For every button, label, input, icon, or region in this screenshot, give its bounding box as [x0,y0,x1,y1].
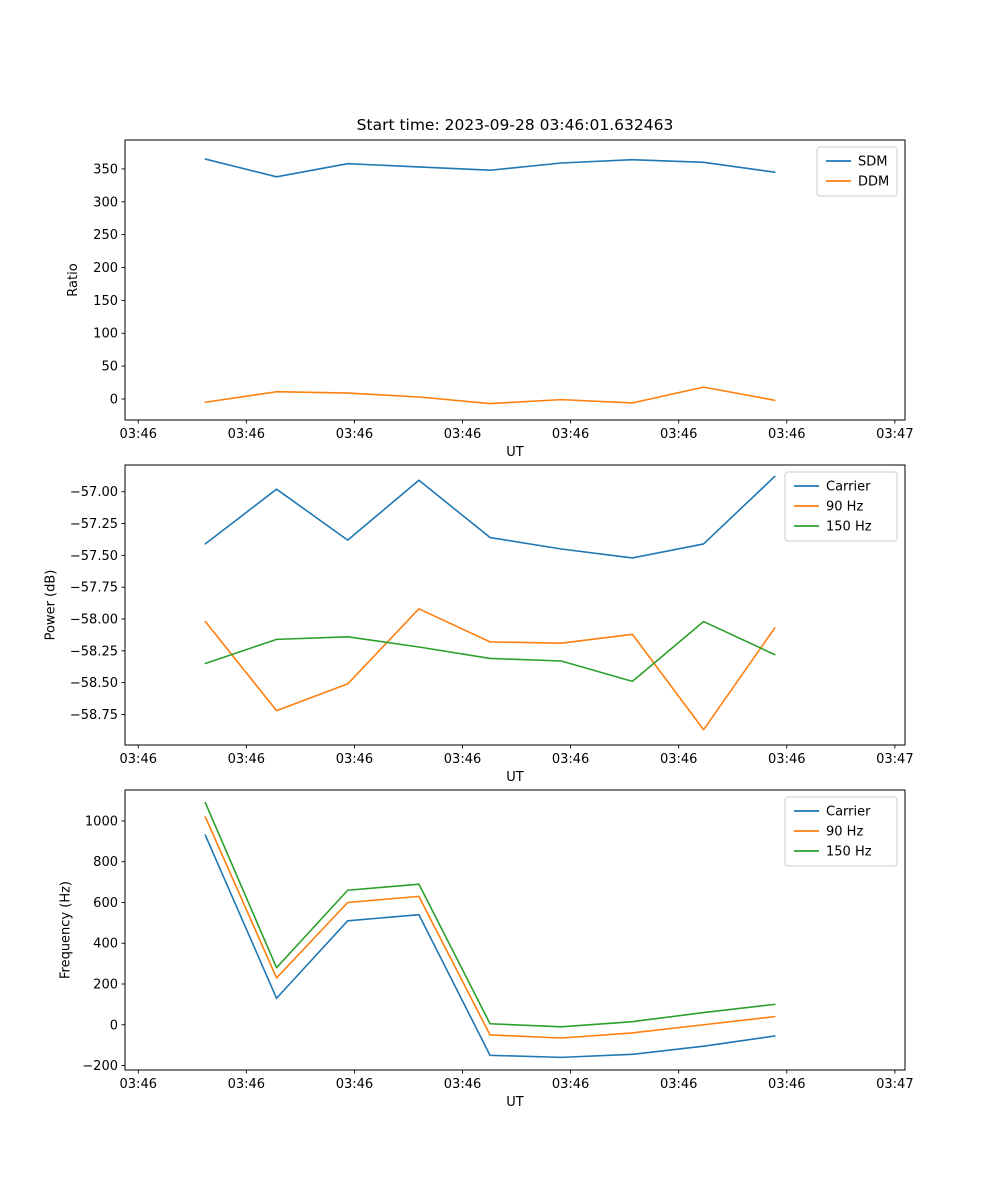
y-tick-label: −57.50 [70,549,118,564]
series-sdm [204,158,776,178]
y-axis-label: Ratio [66,263,81,296]
x-tick-label: 03:46 [552,427,589,442]
y-tick-label: 400 [93,937,118,952]
subplot-2: −58.75 −58.50 −58.25 −58.00 −57.75 −57.50 −57.… [44,464,914,785]
series-150-hz [204,620,776,683]
legend-label: 150 Hz [826,845,872,860]
x-axis-label: UT [506,1095,524,1110]
legend-box [784,796,898,867]
y-tick-label: 800 [93,855,118,870]
x-tick-label: 03:46 [228,1077,265,1092]
y-tick-label: −57.25 [70,517,118,532]
y-tick-label: 0 [110,392,118,407]
legend-box [816,146,898,197]
x-tick-label: 03:46 [660,427,697,442]
x-tick-label: 03:46 [120,1077,157,1092]
x-tick-label: 03:46 [768,752,805,767]
y-tick-label: −58.75 [70,708,118,723]
y-tick-label: 0 [110,1018,118,1033]
x-tick-label: 03:46 [228,427,265,442]
x-tick-label: 03:46 [336,752,373,767]
y-tick-label: −58.50 [70,676,118,691]
y-tick-label: 300 [93,195,118,210]
legend-box [784,471,898,542]
x-axis-label: UT [506,445,524,460]
y-tick-label: 150 [93,294,118,309]
y-tick-label: 600 [93,896,118,911]
series-150-hz [204,801,776,1028]
charts-group: 0 50 100 150 200 250 300 350 03:46 03:46 03:46 03:4… [44,139,914,1110]
legend: Carrier 90 Hz 150 Hz [784,471,898,542]
x-tick-label: 03:46 [444,752,481,767]
y-tick-label: −57.75 [70,581,118,596]
y-tick-label: −58.00 [70,613,118,628]
y-tick-label: −57.00 [70,485,118,500]
x-tick-label: 03:47 [876,752,913,767]
x-tick-label: 03:46 [120,752,157,767]
y-tick-label: −58.25 [70,644,118,659]
x-tick-label: 03:46 [444,1077,481,1092]
x-tick-label: 03:46 [660,1077,697,1092]
x-tick-label: 03:47 [876,1077,913,1092]
y-tick-label: 100 [93,327,118,342]
y-tick-label: 200 [93,261,118,276]
axes-frame [124,464,906,746]
y-tick-label: 50 [101,360,118,375]
x-tick-label: 03:46 [552,752,589,767]
y-tick-label: 250 [93,228,118,243]
x-tick-label: 03:46 [660,752,697,767]
series-carrier [204,475,776,559]
series-90-hz [204,608,776,731]
axes-frame [124,789,906,1071]
x-tick-label: 03:46 [120,427,157,442]
x-tick-label: 03:46 [552,1077,589,1092]
y-axis-label: Frequency (Hz) [58,881,73,979]
series-ddm [204,386,776,405]
y-axis-label: Power (dB) [44,570,59,641]
x-axis-label: UT [506,770,524,785]
y-tick-label: −200 [82,1059,118,1074]
series-90-hz [204,816,776,1039]
axes-frame [124,139,906,421]
series-carrier [204,834,776,1059]
y-tick-label: 350 [93,162,118,177]
legend-label: 90 Hz [826,500,863,515]
y-tick-label: 200 [93,978,118,993]
legend: SDM DDM [816,146,898,197]
x-tick-label: 03:46 [444,427,481,442]
legend-label: 90 Hz [826,825,863,840]
legend-label: SDM [858,155,887,170]
legend-label: DDM [858,175,889,190]
figure-title: Start time: 2023-09-28 03:46:01.632463 [357,116,674,134]
x-tick-label: 03:46 [768,427,805,442]
legend: Carrier 90 Hz 150 Hz [784,796,898,867]
x-tick-label: 03:46 [228,752,265,767]
x-tick-label: 03:46 [336,1077,373,1092]
x-tick-label: 03:47 [876,427,913,442]
subplot-3: −200 0 200 400 600 800 1000 03:46 03:46 03:46 03:4… [58,789,914,1110]
legend-label: Carrier [826,480,871,495]
y-tick-label: 1000 [85,814,118,829]
x-tick-label: 03:46 [768,1077,805,1092]
legend-label: Carrier [826,805,871,820]
subplot-1: 0 50 100 150 200 250 300 350 03:46 03:46 03:46 03:4… [66,139,914,460]
x-tick-label: 03:46 [336,427,373,442]
legend-label: 150 Hz [826,520,872,535]
